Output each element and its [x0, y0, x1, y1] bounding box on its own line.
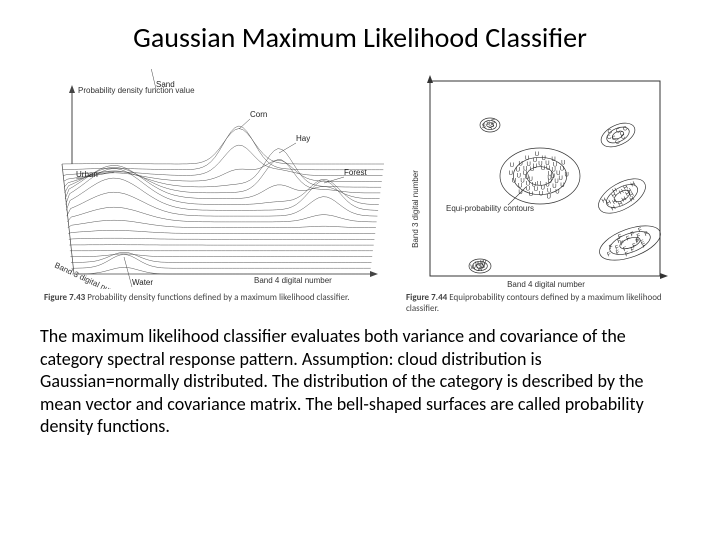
- body-paragraph: The maximum likelihood classifier evalua…: [40, 325, 680, 438]
- svg-text:Probability density function v: Probability density function value: [78, 86, 195, 95]
- svg-text:U: U: [518, 161, 522, 167]
- svg-text:U: U: [516, 168, 520, 174]
- svg-text:U: U: [560, 183, 564, 189]
- svg-text:S: S: [491, 120, 495, 126]
- svg-text:Band 4 digital number: Band 4 digital number: [507, 280, 585, 289]
- svg-text:S: S: [486, 121, 490, 127]
- svg-text:Equi-probability contours: Equi-probability contours: [446, 204, 534, 213]
- svg-text:U: U: [532, 182, 536, 188]
- svg-text:U: U: [535, 152, 539, 158]
- svg-text:U: U: [547, 194, 551, 200]
- figure-right: Band 3 digital number Band 4 digital numb…: [406, 69, 676, 309]
- svg-text:U: U: [526, 162, 530, 168]
- svg-text:W: W: [480, 261, 486, 267]
- page-title: Gaussian Maximum Likelihood Classifier: [40, 20, 680, 55]
- svg-text:U: U: [518, 184, 522, 190]
- svg-text:Band 3 digital number: Band 3 digital number: [411, 170, 420, 248]
- figure-left-caption-text: Probability density functions defined by…: [87, 292, 349, 303]
- svg-text:H: H: [630, 181, 637, 188]
- svg-text:U: U: [510, 163, 514, 169]
- svg-text:U: U: [533, 158, 537, 164]
- svg-text:U: U: [564, 172, 568, 178]
- svg-text:Band 4 digital number: Band 4 digital number: [254, 276, 332, 285]
- figure-left-caption-label: Figure 7.43: [44, 292, 85, 303]
- figure-left-caption: Figure 7.43 Probability density function…: [44, 293, 394, 304]
- svg-text:F: F: [615, 245, 621, 252]
- svg-text:H: H: [610, 205, 617, 212]
- contour-plot: Band 3 digital number Band 4 digital numb…: [406, 69, 676, 289]
- svg-text:U: U: [509, 171, 513, 177]
- svg-text:U: U: [559, 176, 563, 182]
- svg-text:U: U: [512, 178, 516, 184]
- figure-left: Probability density function valueSand Ur…: [44, 69, 394, 309]
- svg-text:Corn: Corn: [250, 110, 267, 119]
- svg-text:F: F: [608, 244, 614, 251]
- svg-text:U: U: [551, 174, 555, 180]
- svg-text:U: U: [517, 174, 521, 180]
- density-surface-plot: Probability density function valueSand Ur…: [44, 69, 394, 289]
- svg-text:U: U: [533, 164, 537, 170]
- svg-text:F: F: [618, 234, 624, 241]
- svg-text:U: U: [555, 190, 559, 196]
- svg-text:Urban: Urban: [76, 170, 98, 179]
- svg-text:Hay: Hay: [296, 134, 310, 143]
- svg-text:F: F: [622, 246, 628, 253]
- svg-text:U: U: [547, 188, 551, 194]
- svg-text:U: U: [539, 191, 543, 197]
- svg-text:Sand: Sand: [156, 80, 175, 89]
- figure-right-caption: Figure 7.44 Equiprobability contours def…: [406, 293, 676, 315]
- svg-text:U: U: [529, 192, 533, 198]
- svg-text:Water: Water: [132, 278, 153, 287]
- figure-row: Probability density function valueSand Ur…: [40, 69, 680, 309]
- svg-text:Band 3 digital number: Band 3 digital number: [53, 261, 128, 289]
- svg-text:Forest: Forest: [344, 168, 367, 177]
- svg-text:U: U: [526, 187, 530, 193]
- svg-text:U: U: [525, 156, 529, 162]
- figure-right-caption-label: Figure 7.44: [406, 292, 447, 303]
- svg-text:U: U: [518, 190, 522, 196]
- svg-text:F: F: [644, 231, 650, 238]
